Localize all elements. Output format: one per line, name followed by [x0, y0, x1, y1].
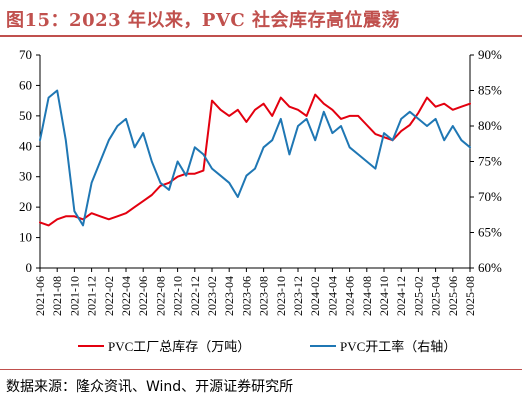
x-tick-label: 2023-08	[257, 276, 271, 316]
x-tick-label: 2022-02	[102, 276, 116, 316]
y-left-tick-label: 10	[19, 230, 32, 245]
title-divider	[0, 35, 522, 37]
chart-lines	[39, 89, 471, 227]
x-tick-label: 2024-02	[308, 276, 322, 316]
x-tick-label: 2022-10	[171, 276, 185, 316]
x-tick-label: 2021-06	[33, 276, 47, 316]
x-tick-label: 2022-06	[136, 276, 150, 316]
x-tick-label: 2022-08	[153, 276, 167, 316]
x-tick-label: 2024-06	[343, 276, 357, 316]
x-tick-label: 2021-12	[85, 276, 99, 316]
y-left-tick-label: 50	[19, 108, 32, 123]
y-right-tick-label: 85%	[478, 83, 502, 98]
x-tick-label: 2024-08	[360, 276, 374, 316]
y-right-tick-label: 70%	[478, 189, 502, 204]
x-tick-label: 2024-12	[394, 276, 408, 316]
y-left-tick-label: 0	[26, 260, 33, 275]
x-tick-label: 2025-08	[463, 276, 477, 316]
x-tick-label: 2023-04	[222, 276, 236, 316]
y-left-tick-label: 70	[19, 47, 32, 62]
y-right-tick-label: 75%	[478, 154, 502, 169]
x-tick-label: 2022-04	[119, 276, 133, 316]
y-right-tick-label: 65%	[478, 225, 502, 240]
y-left-tick-label: 60	[19, 77, 32, 92]
x-tick-label: 2025-06	[446, 276, 460, 316]
x-tick-label: 2021-10	[67, 276, 81, 316]
x-tick-label: 2022-12	[188, 276, 202, 316]
chart-axes: 0 10 20 30 40 50 60 70 60% 65% 70% 75% 80% 85% 90% 2021…	[19, 47, 502, 316]
x-tick-label: 2023-02	[205, 276, 219, 316]
source-divider	[0, 369, 522, 370]
x-tick-label: 2024-10	[377, 276, 391, 316]
y-left-tick-label: 20	[19, 199, 32, 214]
y-left-tick-label: 40	[19, 138, 32, 153]
y-right-tick-label: 60%	[478, 260, 502, 275]
series-line-inventory	[39, 93, 471, 227]
page-title: 图15：2023 年以来，PVC 社会库存高位震荡	[6, 10, 401, 31]
chart: 0 10 20 30 40 50 60 70 60% 65% 70% 75% 80% 85% 90% 2021…	[19, 47, 502, 354]
x-tick-label: 2025-02	[411, 276, 425, 316]
source-note: 数据来源：隆众资讯、Wind、开源证券研究所	[6, 379, 294, 395]
x-tick-label: 2023-10	[274, 276, 288, 316]
chart-legend: PVC工厂总库存（万吨） PVC开工率（右轴）	[78, 339, 456, 354]
x-tick-label: 2021-08	[50, 276, 64, 316]
x-tick-label: 2024-04	[325, 276, 339, 316]
legend-label: PVC开工率（右轴）	[340, 339, 456, 354]
x-tick-label: 2023-12	[291, 276, 305, 316]
series-line-operating-rate	[39, 89, 471, 227]
y-left-tick-label: 30	[19, 169, 32, 184]
y-right-tick-label: 80%	[478, 118, 502, 133]
legend-label: PVC工厂总库存（万吨）	[108, 339, 250, 354]
x-tick-label: 2025-04	[429, 276, 443, 316]
y-right-tick-label: 90%	[478, 47, 502, 62]
x-tick-label: 2023-06	[239, 276, 253, 316]
